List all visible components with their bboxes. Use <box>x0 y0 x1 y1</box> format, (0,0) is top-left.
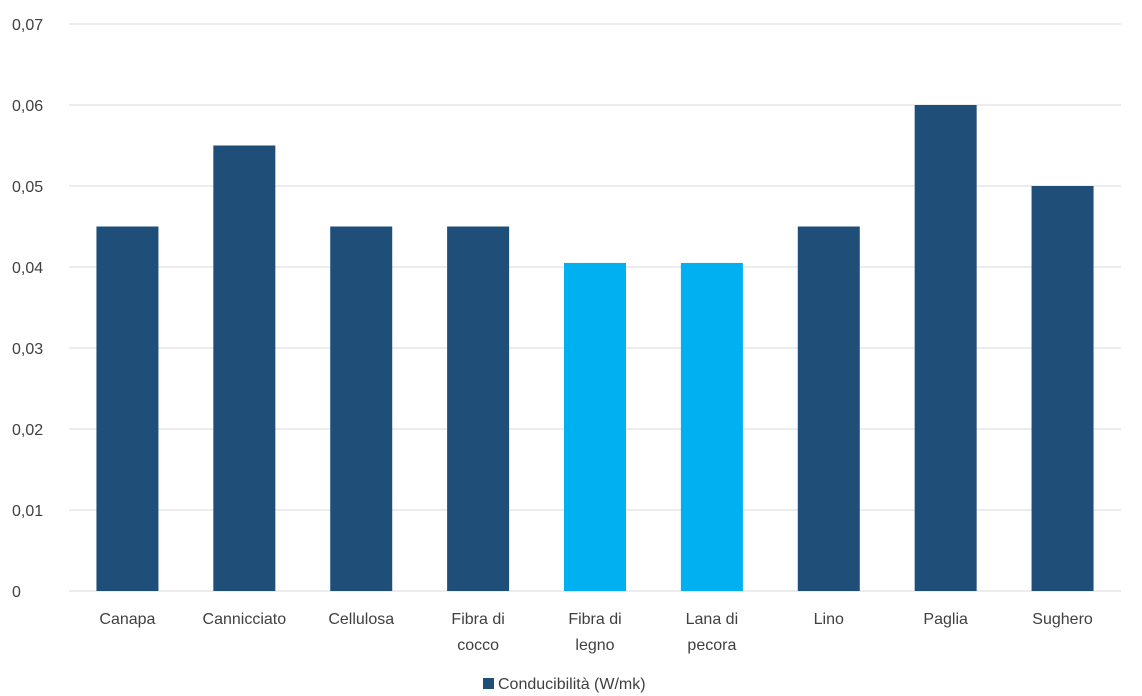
x-tick-label: Lino <box>814 611 844 628</box>
bar <box>447 226 510 591</box>
x-tick-label-line: Fibra di <box>451 611 504 628</box>
x-tick-label-line: Lino <box>814 611 844 628</box>
y-tick-label: 0 <box>12 584 21 601</box>
x-tick-label: Lana di pecora <box>686 611 739 654</box>
x-tick-label-line: Lana di <box>686 611 739 628</box>
x-tick-label-line: pecora <box>687 637 736 654</box>
y-tick-label: 0,04 <box>12 260 43 277</box>
y-tick-label: 0,07 <box>12 17 43 34</box>
bar <box>330 226 393 591</box>
bars <box>96 105 1094 591</box>
x-tick-label: Sughero <box>1032 611 1093 628</box>
y-tick-label: 0,02 <box>12 422 43 439</box>
y-tick-label: 0,06 <box>12 98 43 115</box>
bar <box>96 226 159 591</box>
bar <box>1031 186 1094 591</box>
legend: Conducibilità (W/mk) <box>483 676 646 693</box>
x-tick-label-line: Cellulosa <box>328 611 394 628</box>
bar <box>213 145 276 591</box>
x-tick-label-line: Cannicciato <box>203 611 287 628</box>
legend-swatch <box>483 678 494 689</box>
x-tick-label: Cannicciato <box>203 611 287 628</box>
x-tick-label: Canapa <box>99 611 155 628</box>
bar <box>914 105 977 591</box>
x-tick-label-line: legno <box>575 637 614 654</box>
x-axis-labels: Canapa Cannicciato Cellulosa Fibra di coccoF… <box>99 611 1092 654</box>
x-tick-label-line: Paglia <box>923 611 968 628</box>
bar <box>564 262 626 591</box>
y-tick-label: 0,01 <box>12 503 43 520</box>
legend-label: Conducibilità (W/mk) <box>498 676 646 693</box>
x-tick-label-line: Sughero <box>1032 611 1093 628</box>
x-tick-label-line: Fibra di <box>568 611 621 628</box>
x-tick-label: Paglia <box>923 611 968 628</box>
y-tick-label: 0,03 <box>12 341 43 358</box>
y-axis-ticks: 0 0,01 0,02 0,03 0,04 0,05 0,06 0,07 <box>12 17 43 601</box>
x-tick-label: Fibra di legno <box>568 611 621 654</box>
y-tick-label: 0,05 <box>12 179 43 196</box>
bar <box>680 262 743 591</box>
x-tick-label-line: cocco <box>457 637 499 654</box>
x-tick-label: Fibra di cocco <box>451 611 504 654</box>
x-tick-label: Cellulosa <box>328 611 394 628</box>
bar <box>797 226 860 591</box>
x-tick-label-line: Canapa <box>99 611 155 628</box>
